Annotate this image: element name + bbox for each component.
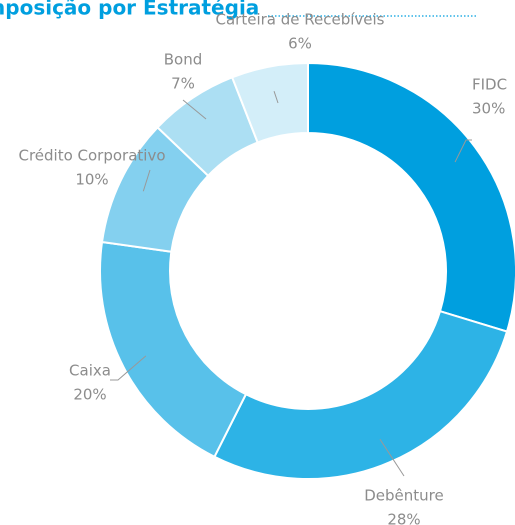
leader-line [454, 139, 472, 163]
chart-title: Composição por Estratégia [0, 0, 259, 20]
slice-label: FIDC [472, 76, 507, 94]
leader-line [273, 91, 279, 104]
slice-label: Crédito Corporativo [18, 147, 165, 165]
donut-slice [307, 61, 515, 333]
slice-value-label: 7% [171, 75, 195, 93]
slice-value-label: 20% [73, 386, 106, 404]
slice-label: Carteira de Recebíveis [216, 11, 385, 29]
slice-label: Caixa [69, 362, 111, 380]
leader-line [379, 438, 405, 477]
leader-line [182, 99, 207, 120]
slice-value-label: 28% [387, 511, 420, 525]
slice-value-label: 30% [472, 100, 505, 118]
leader-line [110, 355, 147, 381]
slice-value-label: 10% [75, 171, 108, 189]
donut-slice [213, 309, 509, 480]
donut-slice [99, 240, 248, 459]
slice-value-label: 6% [288, 35, 312, 53]
slice-label: Bond [164, 51, 203, 69]
leader-line [142, 169, 151, 192]
slice-label: Debênture [364, 487, 444, 505]
donut-slice [230, 61, 309, 144]
